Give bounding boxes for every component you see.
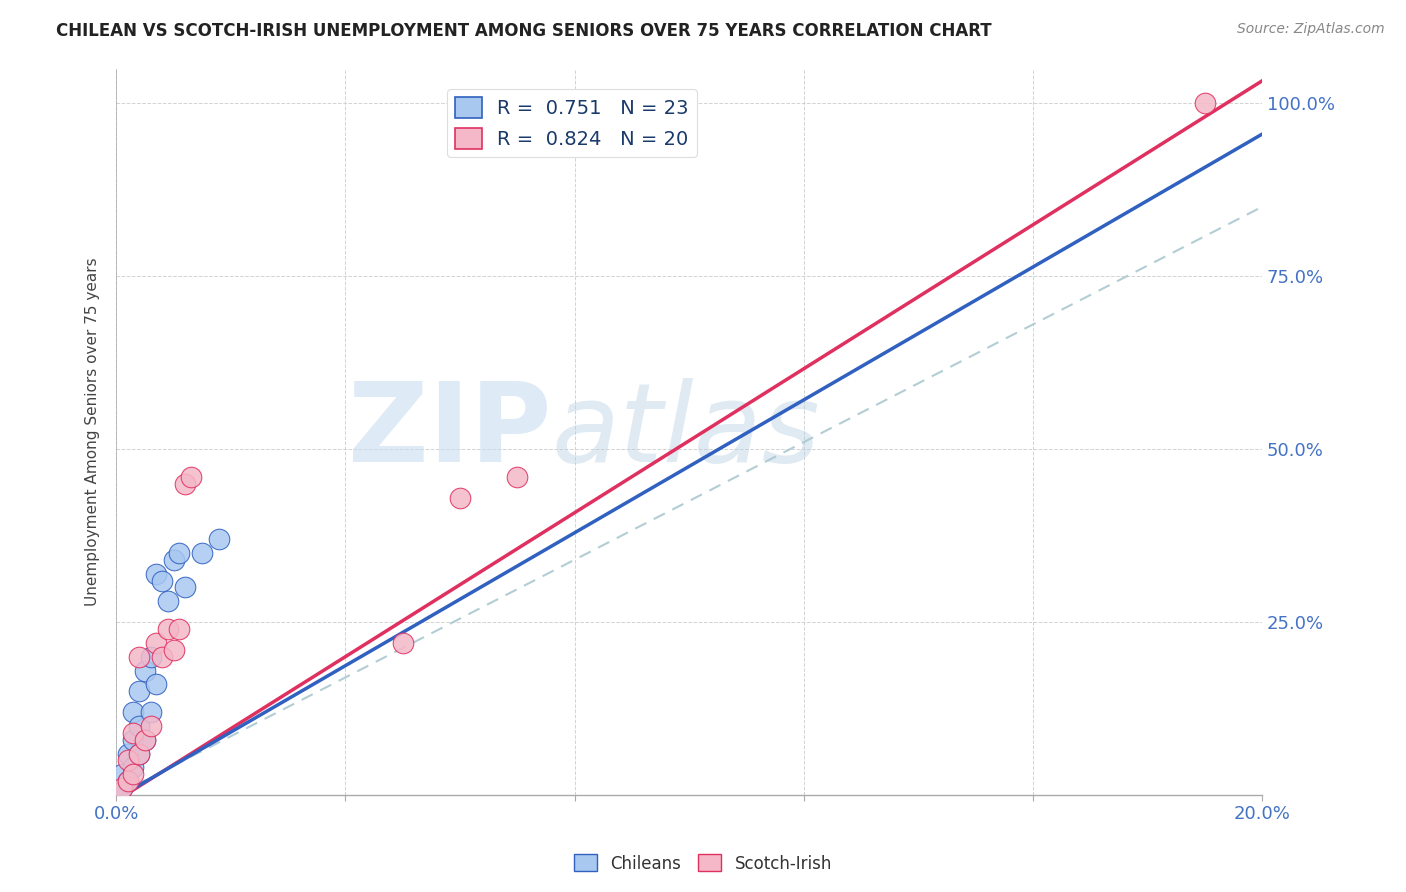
- Point: [128, 747, 150, 761]
- Point: [162, 642, 184, 657]
- Legend: Chileans, Scotch-Irish: Chileans, Scotch-Irish: [567, 847, 839, 880]
- Point: [128, 684, 150, 698]
- Text: atlas: atlas: [551, 378, 820, 485]
- Text: ZIP: ZIP: [349, 378, 551, 485]
- Point: [174, 581, 197, 595]
- Point: [169, 546, 191, 560]
- Text: CHILEAN VS SCOTCH-IRISH UNEMPLOYMENT AMONG SENIORS OVER 75 YEARS CORRELATION CHA: CHILEAN VS SCOTCH-IRISH UNEMPLOYMENT AMO…: [56, 22, 991, 40]
- Legend: R =  0.751   N = 23, R =  0.824   N = 20: R = 0.751 N = 23, R = 0.824 N = 20: [447, 89, 696, 157]
- Point: [117, 754, 139, 768]
- Point: [174, 476, 197, 491]
- Point: [111, 781, 134, 796]
- Point: [150, 649, 173, 664]
- Point: [128, 649, 150, 664]
- Point: [117, 774, 139, 789]
- Point: [111, 767, 134, 781]
- Point: [111, 781, 134, 796]
- Point: [134, 664, 156, 678]
- Point: [169, 622, 191, 636]
- Point: [180, 469, 202, 483]
- Point: [208, 532, 231, 546]
- Point: [506, 469, 529, 483]
- Point: [122, 705, 145, 719]
- Point: [122, 726, 145, 740]
- Point: [150, 574, 173, 588]
- Point: [156, 622, 179, 636]
- Point: [122, 767, 145, 781]
- Point: [128, 747, 150, 761]
- Point: [145, 566, 167, 581]
- Point: [156, 594, 179, 608]
- Point: [134, 732, 156, 747]
- Point: [128, 719, 150, 733]
- Point: [117, 774, 139, 789]
- Point: [162, 553, 184, 567]
- Point: [117, 747, 139, 761]
- Y-axis label: Unemployment Among Seniors over 75 years: Unemployment Among Seniors over 75 years: [86, 258, 100, 606]
- Point: [1194, 96, 1216, 111]
- Point: [449, 491, 471, 505]
- Point: [122, 760, 145, 774]
- Point: [122, 732, 145, 747]
- Point: [139, 649, 162, 664]
- Point: [139, 705, 162, 719]
- Point: [134, 732, 156, 747]
- Point: [191, 546, 214, 560]
- Point: [145, 677, 167, 691]
- Point: [139, 719, 162, 733]
- Point: [145, 636, 167, 650]
- Text: Source: ZipAtlas.com: Source: ZipAtlas.com: [1237, 22, 1385, 37]
- Point: [391, 636, 413, 650]
